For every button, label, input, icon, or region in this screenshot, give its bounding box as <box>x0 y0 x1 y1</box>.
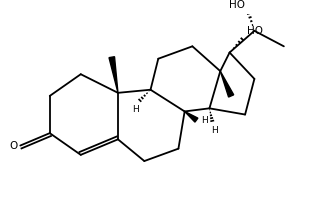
Polygon shape <box>220 71 234 97</box>
Text: H: H <box>211 126 217 135</box>
Text: HO: HO <box>247 26 263 36</box>
Text: O: O <box>9 141 18 151</box>
Text: H: H <box>132 105 139 114</box>
Polygon shape <box>185 111 198 122</box>
Text: HO: HO <box>229 0 245 10</box>
Polygon shape <box>109 57 118 93</box>
Text: H: H <box>201 116 208 125</box>
